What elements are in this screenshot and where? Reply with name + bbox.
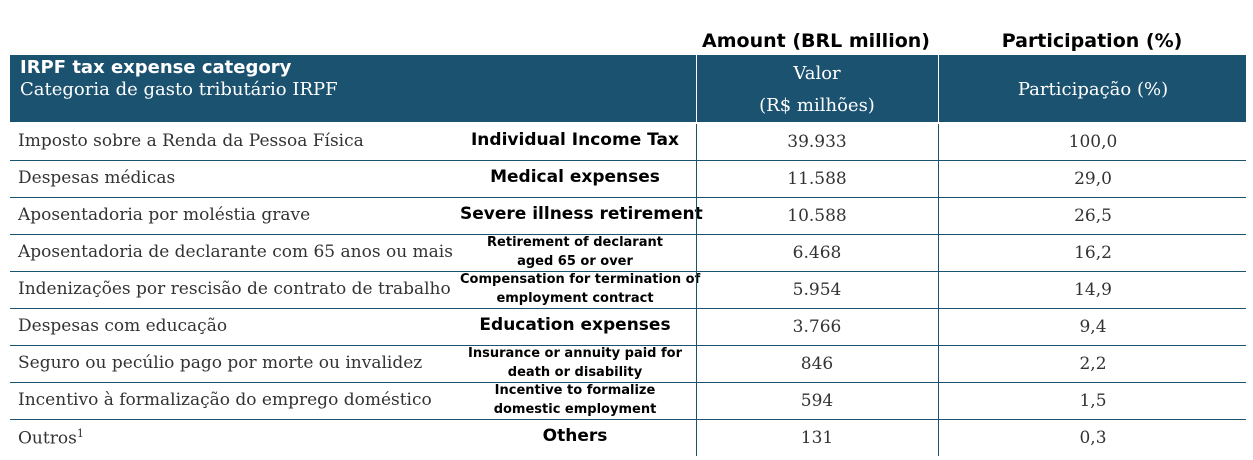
value-header-cell: Valor (R$ milhões) (696, 55, 937, 122)
row-label-pt: Despesas com educação (18, 316, 228, 336)
row-label-pt: Outros1 (18, 427, 84, 449)
row-value: 131 (696, 420, 937, 456)
row-label-en: Compensation for termination of employme… (460, 270, 700, 308)
row-label-pt: Incentivo à formalização do emprego domé… (18, 390, 432, 410)
row-value: 10.588 (696, 198, 937, 234)
row-participation: 9,4 (938, 309, 1247, 345)
table-row: Outros1 Others 131 0,3 (10, 420, 1246, 456)
table-row: Despesas com educação Education expenses… (10, 309, 1246, 346)
row-label-pt: Aposentadoria de declarante com 65 anos … (18, 242, 453, 262)
row-participation: 14,9 (938, 272, 1247, 308)
row-label-en-line1: Retirement of declarant (487, 235, 663, 250)
row-value: 39.933 (696, 124, 937, 160)
table-header: IRPF tax expense category Categoria de g… (10, 55, 1246, 122)
row-label-pt: Aposentadoria por moléstia grave (18, 205, 311, 225)
row-label-pt: Imposto sobre a Renda da Pessoa Física (18, 131, 364, 151)
row-label-en: Individual Income Tax (470, 130, 679, 150)
category-header-pt: Categoria de gasto tributário IRPF (20, 79, 338, 100)
amount-overlay-header: Amount (BRL million) (702, 30, 930, 52)
row-label-pt: Seguro ou pecúlio pago por morte ou inva… (18, 353, 423, 373)
table-row: Despesas médicas Medical expenses 11.588… (10, 161, 1246, 198)
row-label-en: Medical expenses (490, 167, 660, 187)
row-label-en: Others (542, 426, 608, 446)
row-participation: 1,5 (938, 383, 1247, 419)
row-participation: 0,3 (938, 420, 1247, 456)
row-value: 846 (696, 346, 937, 382)
row-value: 11.588 (696, 161, 937, 197)
table-row: Aposentadoria de declarante com 65 anos … (10, 235, 1246, 272)
participation-overlay-header: Participation (%) (1001, 30, 1183, 52)
row-label-en-line1: Incentive to formalize (494, 383, 656, 398)
participation-header-pt: Participação (%) (1017, 79, 1169, 100)
participation-header-cell: Participação (%) (938, 55, 1247, 122)
row-label-pt: Indenizações por rescisão de contrato de… (18, 279, 451, 299)
footnote-marker: 1 (76, 427, 84, 440)
row-label-en-line2: employment contract (496, 291, 654, 306)
value-header-line2: (R$ milhões) (759, 95, 875, 116)
row-participation: 29,0 (938, 161, 1247, 197)
row-label-en-line1: Insurance or annuity paid for (467, 346, 682, 361)
row-label-en: Severe illness retirement (460, 204, 703, 224)
row-participation: 2,2 (938, 346, 1247, 382)
row-participation: 100,0 (938, 124, 1247, 160)
row-value: 6.468 (696, 235, 937, 271)
category-header-en: IRPF tax expense category (20, 57, 292, 78)
row-label-en-line2: death or disability (507, 365, 643, 380)
row-label-en: Education expenses (479, 315, 671, 335)
row-label-en-line2: aged 65 or over (517, 254, 633, 269)
table-row: Incentivo à formalização do emprego domé… (10, 383, 1246, 420)
table-row: Seguro ou pecúlio pago por morte ou inva… (10, 346, 1246, 383)
value-header-line1: Valor (793, 63, 841, 84)
row-participation: 26,5 (938, 198, 1247, 234)
row-label-en: Incentive to formalize domestic employme… (460, 381, 690, 419)
row-participation: 16,2 (938, 235, 1247, 271)
row-label-en-line1: Compensation for termination of (460, 272, 701, 287)
row-value: 3.766 (696, 309, 937, 345)
row-label-pt-text: Outros (18, 428, 77, 449)
row-label-en: Retirement of declarant aged 65 or over (460, 233, 690, 271)
category-header-cell: IRPF tax expense category Categoria de g… (10, 55, 694, 122)
row-label-pt: Despesas médicas (18, 168, 176, 188)
table-body: Imposto sobre a Renda da Pessoa Física I… (10, 124, 1246, 456)
row-value: 594 (696, 383, 937, 419)
row-label-en-line2: domestic employment (493, 402, 657, 417)
row-label-en: Insurance or annuity paid for death or d… (460, 344, 690, 382)
table-row: Imposto sobre a Renda da Pessoa Física I… (10, 124, 1246, 161)
table-row: Indenizações por rescisão de contrato de… (10, 272, 1246, 309)
row-value: 5.954 (696, 272, 937, 308)
table-row: Aposentadoria por moléstia grave Severe … (10, 198, 1246, 235)
